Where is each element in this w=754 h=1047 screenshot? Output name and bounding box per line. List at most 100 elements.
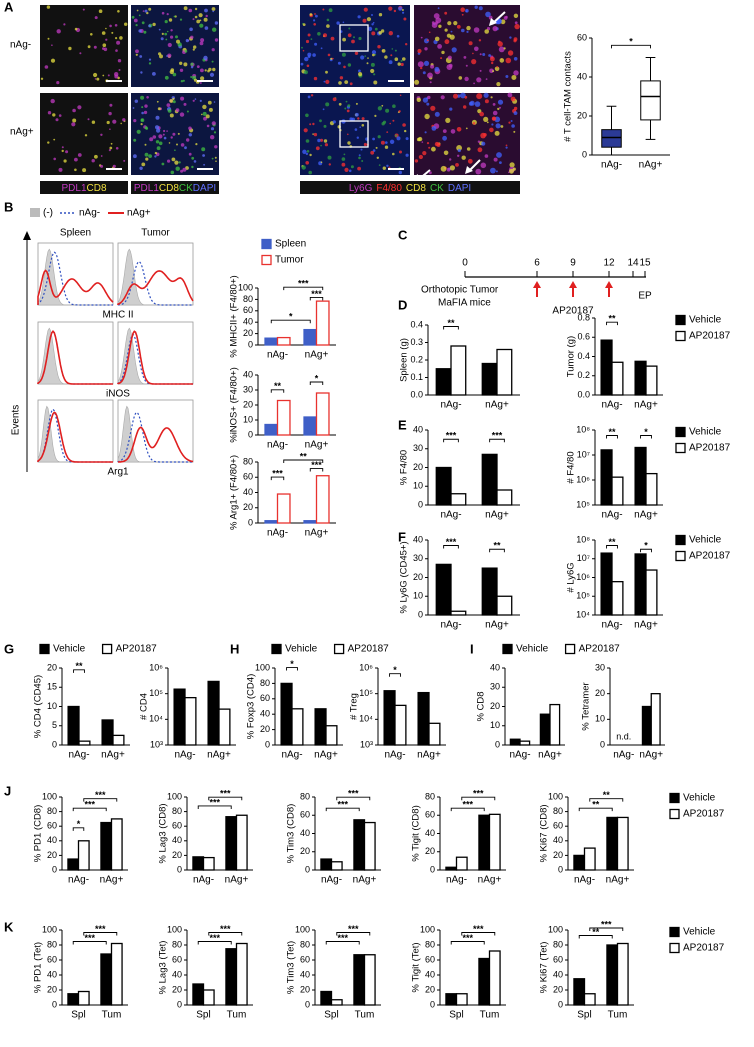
cell xyxy=(511,75,517,80)
annotation: *** xyxy=(95,924,106,934)
events-arrow xyxy=(23,231,31,240)
x-tick-label: nAg+ xyxy=(417,750,441,761)
cell xyxy=(305,139,310,143)
cell xyxy=(328,163,331,166)
y-tick-label: 40 xyxy=(413,424,423,434)
cell xyxy=(183,62,188,67)
cell xyxy=(156,128,161,133)
cell xyxy=(307,95,311,99)
annotation: ** xyxy=(493,541,501,551)
annotation: *** xyxy=(601,919,612,929)
legend-label: (-) xyxy=(43,208,53,219)
channel-name: CK xyxy=(430,183,444,194)
annotation: *** xyxy=(446,537,457,547)
cell xyxy=(368,26,373,31)
histogram-neg xyxy=(117,248,193,306)
cell xyxy=(213,101,216,103)
y-tick-label: 10⁶ xyxy=(576,572,590,582)
legend-label: AP20187 xyxy=(689,331,731,342)
cell xyxy=(117,10,120,13)
cell xyxy=(201,147,206,152)
cell xyxy=(110,142,113,145)
micrograph xyxy=(414,93,520,175)
cell xyxy=(460,7,466,12)
x-tick-label: nAg- xyxy=(601,400,622,411)
cell xyxy=(497,41,503,47)
y-tick-label: 10 xyxy=(490,720,500,730)
cell xyxy=(174,160,179,165)
cell xyxy=(492,110,498,116)
bar xyxy=(481,362,498,396)
cell xyxy=(203,163,206,166)
legend-label: Vehicle xyxy=(683,927,716,938)
cell xyxy=(361,124,365,127)
sig-bracket xyxy=(270,476,285,481)
y-axis-label: % CD4 (CD45) xyxy=(33,675,44,738)
cell xyxy=(307,52,312,57)
y-tick-label: 10⁷ xyxy=(577,553,590,563)
cell xyxy=(449,165,455,171)
cell xyxy=(166,55,168,57)
y-tick-label: 40 xyxy=(425,969,435,979)
cell xyxy=(355,112,359,117)
cell xyxy=(303,128,308,133)
annotation: * xyxy=(644,541,648,551)
y-tick-label: 100 xyxy=(420,924,435,934)
legend-swatch xyxy=(502,643,513,655)
timeline-label: MaFIA mice xyxy=(438,298,491,309)
cell xyxy=(158,28,161,31)
cell xyxy=(313,23,317,26)
y-tick-label: 0.4 xyxy=(577,351,590,361)
cell xyxy=(457,148,461,153)
y-tick-label: 80 xyxy=(425,791,435,801)
x-tick-label: nAg- xyxy=(267,440,288,451)
cell xyxy=(179,112,185,117)
cell xyxy=(185,39,189,43)
cell xyxy=(212,27,217,32)
inset-box xyxy=(339,24,369,52)
channel-label: Ly6G F4/80 CD8 CK DAPI xyxy=(349,183,471,194)
panel-label: C xyxy=(398,227,408,242)
x-tick-label: nAg+ xyxy=(478,875,502,886)
cell xyxy=(131,15,135,19)
bar xyxy=(600,449,613,506)
cell xyxy=(494,130,500,136)
cell xyxy=(326,18,330,22)
cell xyxy=(354,128,358,131)
cell xyxy=(505,57,512,64)
cell xyxy=(191,165,194,169)
y-axis-label: % Ki67 (CD8) xyxy=(539,804,550,862)
sig-bracket xyxy=(270,389,285,393)
x-tick-label: nAg- xyxy=(193,875,214,886)
histogram-nag-plus xyxy=(37,411,113,463)
timeline-tick-label: 0 xyxy=(462,258,468,269)
cell xyxy=(358,156,361,160)
cell xyxy=(91,120,96,124)
cell xyxy=(421,141,424,143)
y-tick-label: 0 xyxy=(248,517,253,527)
sig-bracket xyxy=(309,381,324,385)
x-tick-label: nAg+ xyxy=(485,620,509,631)
cell xyxy=(456,24,461,29)
cell xyxy=(320,144,322,147)
cell xyxy=(155,115,160,120)
cell xyxy=(431,125,437,131)
cell xyxy=(389,122,392,125)
cell xyxy=(166,103,171,107)
cell xyxy=(445,117,451,123)
annotation: *** xyxy=(311,460,322,470)
cell xyxy=(65,150,69,154)
cell xyxy=(510,96,516,102)
bar xyxy=(428,722,441,746)
y-tick-label: 10⁴ xyxy=(359,714,373,724)
y-tick-label: 80 xyxy=(243,294,253,304)
cell xyxy=(100,155,103,157)
cell xyxy=(491,123,494,126)
cell xyxy=(152,22,156,27)
x-tick-label: nAg- xyxy=(321,875,342,886)
cell xyxy=(154,155,157,158)
y-axis-label: % Foxp3 (CD4) xyxy=(246,674,257,739)
cell xyxy=(90,33,93,36)
cell xyxy=(484,29,490,34)
legend-label: Vehicle xyxy=(689,315,722,326)
